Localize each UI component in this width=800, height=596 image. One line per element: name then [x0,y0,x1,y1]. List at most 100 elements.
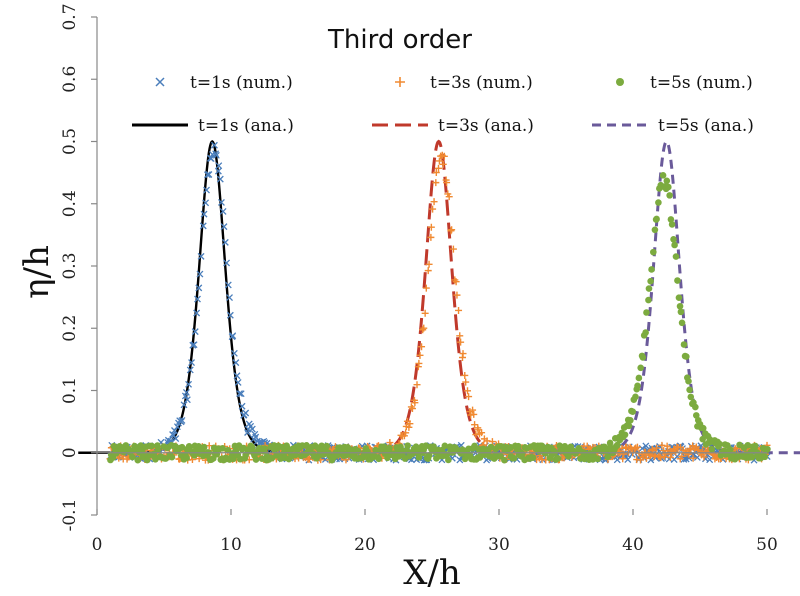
legend-label: t=3s (num.) [430,73,533,93]
legend-marker [616,78,624,86]
data-point [643,309,650,316]
data-point [129,453,136,461]
data-point [427,223,435,231]
data-point [642,454,650,462]
data-point [205,171,213,178]
data-point [465,393,473,401]
data-point [620,450,628,458]
data-point [639,453,647,461]
y-tick-label: 0.3 [60,252,80,279]
data-point [178,443,186,451]
data-point [137,442,145,449]
legend-item: t=5s (ana.) [592,116,754,136]
data-point [456,332,464,340]
numerical-series [106,151,771,464]
data-point [233,372,241,380]
data-point [687,393,695,401]
legend-item: t=3s (num.) [395,73,533,93]
data-point [685,377,692,385]
x-tick-label: 40 [622,535,644,555]
data-point [221,238,229,246]
data-point [197,252,205,260]
data-point [202,199,210,207]
data-point [415,454,423,461]
data-point [210,141,218,149]
data-point [651,226,659,234]
data-point [334,451,341,459]
y-tick-label: 0.7 [60,3,80,30]
data-point [618,444,626,452]
data-point [183,396,191,404]
data-point [667,216,675,223]
data-point [655,199,662,206]
data-point [429,205,437,213]
data-point [134,456,142,464]
data-point [185,380,193,388]
data-point [252,456,260,463]
y-tick-label: 0.5 [60,128,80,155]
data-point [404,442,411,449]
data-point [448,226,456,234]
data-point [483,437,491,445]
data-point [668,221,676,228]
y-axis-label: η/h [17,245,57,299]
data-point [232,359,240,367]
y-tick-label: 0.6 [60,66,80,93]
data-point [685,450,693,458]
data-point [670,236,677,243]
data-point [659,172,667,179]
plot-area [78,139,800,464]
data-point [199,222,207,230]
data-point [216,175,224,183]
data-point [514,442,522,450]
data-point [653,215,660,223]
data-point [402,429,410,437]
data-point [706,456,714,464]
data-point [634,382,641,390]
data-point [488,438,496,446]
data-point [425,260,433,268]
data-point [625,422,633,430]
data-point [648,266,655,273]
data-point [249,444,256,451]
data-point [375,455,383,463]
data-point [194,295,201,303]
tick-labels: -0.1 0 0.1 0.2 0.3 0.4 0.5 0.6 0.7 0 10 20 30 40 50 [60,3,778,555]
data-point [626,443,634,451]
data-point [449,245,457,253]
data-point [432,179,440,187]
data-point [237,390,245,398]
data-point [196,270,204,278]
data-point [666,192,673,199]
numerical-series [107,141,771,464]
x-tick-label: 50 [756,535,778,555]
data-point [408,405,416,413]
data-point [565,453,572,460]
data-point [461,371,469,379]
data-point [683,353,690,360]
data-point [726,446,734,453]
data-point [236,390,243,398]
data-point [405,423,413,431]
y-tick-label: 0.4 [60,190,80,217]
data-point [751,442,759,450]
data-point [182,389,190,396]
data-point [519,450,526,457]
data-point [188,359,196,367]
data-point [203,186,210,194]
data-point [554,455,562,462]
data-point [471,421,479,429]
data-point [413,381,421,389]
legend-label: t=3s (ana.) [438,116,534,136]
data-point [425,452,433,459]
data-point [556,442,564,449]
data-point [186,366,194,374]
data-point [497,452,504,460]
analytical-line [78,140,347,454]
data-point [234,379,242,386]
data-point [653,444,661,452]
data-point [680,341,688,348]
data-point [178,416,186,424]
data-point [658,441,666,449]
